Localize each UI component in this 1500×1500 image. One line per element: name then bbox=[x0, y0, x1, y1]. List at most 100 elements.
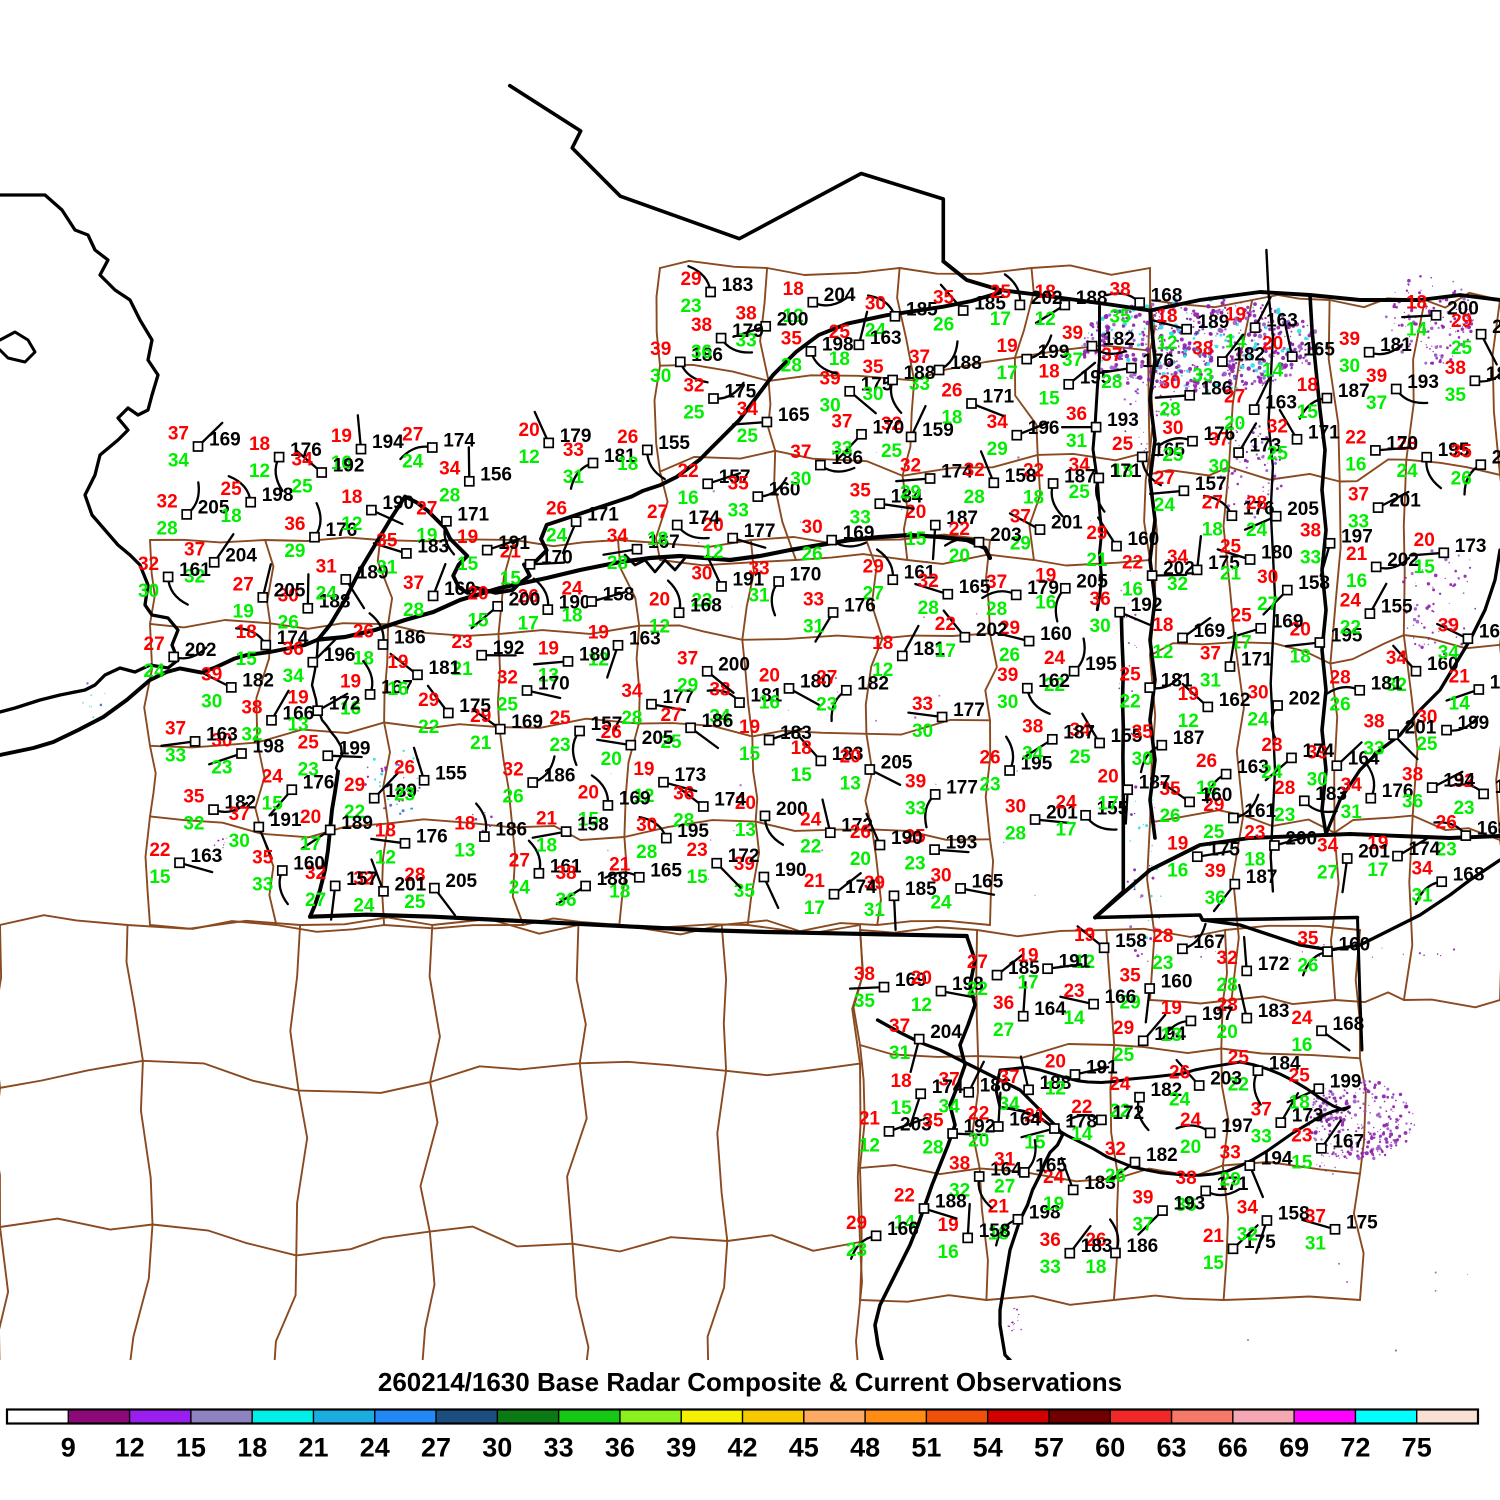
svg-text:28: 28 bbox=[1261, 735, 1282, 756]
svg-text:30: 30 bbox=[912, 721, 933, 742]
svg-text:194: 194 bbox=[1443, 771, 1475, 792]
svg-text:26: 26 bbox=[503, 787, 524, 808]
svg-text:22: 22 bbox=[418, 717, 439, 738]
svg-text:32: 32 bbox=[1267, 416, 1288, 437]
svg-text:28: 28 bbox=[918, 598, 939, 619]
svg-text:160: 160 bbox=[1201, 785, 1233, 806]
svg-text:45: 45 bbox=[789, 1433, 819, 1463]
svg-text:31: 31 bbox=[1341, 802, 1363, 823]
svg-text:12: 12 bbox=[1045, 1079, 1066, 1100]
svg-text:17: 17 bbox=[1367, 860, 1388, 881]
svg-text:202: 202 bbox=[1163, 559, 1195, 580]
svg-text:69: 69 bbox=[1279, 1433, 1309, 1463]
svg-text:198: 198 bbox=[262, 485, 294, 506]
svg-text:205: 205 bbox=[1076, 571, 1108, 592]
svg-text:32: 32 bbox=[503, 760, 524, 781]
svg-text:174: 174 bbox=[714, 790, 746, 811]
svg-text:177: 177 bbox=[744, 521, 776, 542]
svg-text:36: 36 bbox=[1090, 589, 1111, 610]
svg-text:19: 19 bbox=[588, 622, 609, 643]
svg-text:32: 32 bbox=[918, 571, 939, 592]
svg-text:172: 172 bbox=[329, 694, 361, 715]
svg-text:164: 164 bbox=[1034, 999, 1066, 1020]
svg-text:28: 28 bbox=[607, 553, 628, 574]
svg-text:17: 17 bbox=[997, 363, 1018, 384]
svg-text:24: 24 bbox=[144, 661, 166, 682]
svg-text:32: 32 bbox=[683, 376, 704, 397]
svg-text:34: 34 bbox=[439, 458, 461, 479]
svg-text:12: 12 bbox=[249, 461, 270, 482]
svg-text:37: 37 bbox=[790, 442, 811, 463]
svg-text:20: 20 bbox=[1180, 1137, 1201, 1158]
svg-text:16: 16 bbox=[678, 488, 699, 509]
svg-text:13: 13 bbox=[454, 841, 475, 862]
svg-text:25: 25 bbox=[1231, 605, 1253, 626]
svg-text:19: 19 bbox=[1167, 834, 1188, 855]
svg-text:192: 192 bbox=[333, 456, 365, 477]
svg-text:160: 160 bbox=[1161, 972, 1193, 993]
svg-text:38: 38 bbox=[1022, 716, 1043, 737]
svg-text:23: 23 bbox=[1291, 1125, 1312, 1146]
svg-text:9: 9 bbox=[61, 1433, 76, 1463]
svg-text:24: 24 bbox=[1180, 1110, 1202, 1131]
svg-text:202: 202 bbox=[1387, 550, 1419, 571]
svg-text:18: 18 bbox=[1085, 1257, 1106, 1278]
svg-text:188: 188 bbox=[1076, 288, 1108, 309]
svg-text:32: 32 bbox=[1105, 1139, 1126, 1160]
svg-text:20: 20 bbox=[1262, 334, 1283, 355]
svg-text:36: 36 bbox=[284, 514, 305, 535]
svg-text:29: 29 bbox=[900, 483, 921, 504]
svg-text:38: 38 bbox=[1402, 765, 1423, 786]
svg-text:35: 35 bbox=[922, 1111, 944, 1132]
svg-text:182: 182 bbox=[1233, 345, 1265, 366]
svg-text:16: 16 bbox=[1345, 454, 1366, 475]
svg-text:22: 22 bbox=[968, 1104, 989, 1125]
svg-text:35: 35 bbox=[1120, 966, 1142, 987]
svg-text:28: 28 bbox=[1101, 372, 1122, 393]
svg-text:170: 170 bbox=[1386, 433, 1418, 454]
svg-text:18: 18 bbox=[1156, 306, 1177, 327]
svg-text:33: 33 bbox=[912, 694, 933, 715]
svg-text:165: 165 bbox=[959, 577, 991, 598]
svg-text:31: 31 bbox=[889, 1043, 911, 1064]
svg-text:18: 18 bbox=[1023, 488, 1044, 509]
svg-text:171: 171 bbox=[457, 504, 489, 525]
svg-text:15: 15 bbox=[739, 744, 761, 765]
svg-text:18: 18 bbox=[1297, 375, 1318, 396]
svg-text:19: 19 bbox=[1225, 305, 1246, 326]
svg-text:16: 16 bbox=[759, 692, 780, 713]
svg-text:20: 20 bbox=[649, 590, 670, 611]
svg-text:27: 27 bbox=[416, 498, 437, 519]
svg-text:201: 201 bbox=[1389, 491, 1421, 512]
svg-text:17: 17 bbox=[1098, 794, 1119, 815]
svg-text:28: 28 bbox=[986, 599, 1007, 620]
svg-text:202: 202 bbox=[185, 640, 217, 661]
svg-text:164: 164 bbox=[1479, 622, 1500, 643]
svg-text:180: 180 bbox=[579, 644, 611, 665]
svg-text:163: 163 bbox=[870, 328, 902, 349]
svg-text:17: 17 bbox=[804, 898, 825, 919]
svg-text:72: 72 bbox=[1340, 1433, 1370, 1463]
svg-text:199: 199 bbox=[339, 739, 371, 760]
svg-text:60: 60 bbox=[1095, 1433, 1125, 1463]
svg-text:23: 23 bbox=[211, 758, 232, 779]
svg-text:22: 22 bbox=[1340, 618, 1361, 639]
svg-text:19: 19 bbox=[1178, 684, 1199, 705]
svg-text:20: 20 bbox=[1098, 767, 1119, 788]
svg-text:18: 18 bbox=[1152, 615, 1173, 636]
svg-text:171: 171 bbox=[587, 505, 619, 526]
svg-text:163: 163 bbox=[206, 724, 238, 745]
svg-text:17: 17 bbox=[990, 309, 1011, 330]
svg-text:13: 13 bbox=[735, 820, 756, 841]
svg-text:183: 183 bbox=[780, 723, 812, 744]
svg-text:182: 182 bbox=[1146, 1145, 1178, 1166]
svg-text:25: 25 bbox=[1220, 537, 1242, 558]
svg-text:18: 18 bbox=[561, 606, 582, 627]
svg-text:31: 31 bbox=[994, 1149, 1016, 1170]
svg-text:18: 18 bbox=[536, 836, 557, 857]
svg-text:204: 204 bbox=[824, 285, 856, 306]
svg-text:205: 205 bbox=[881, 753, 913, 774]
svg-text:57: 57 bbox=[1034, 1433, 1064, 1463]
svg-text:20: 20 bbox=[467, 583, 488, 604]
svg-text:18: 18 bbox=[783, 279, 804, 300]
